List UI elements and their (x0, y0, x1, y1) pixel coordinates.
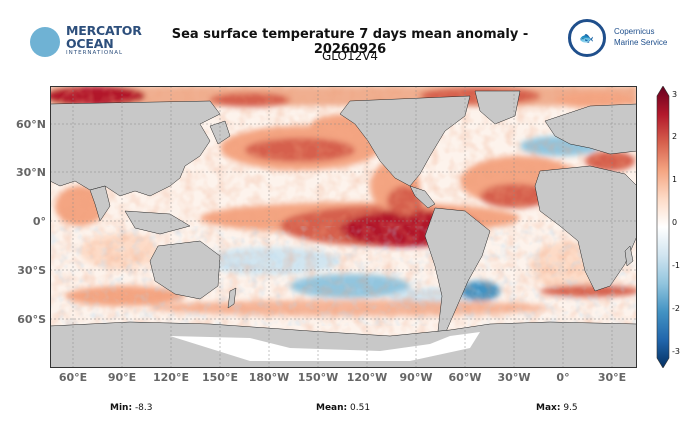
lat-label-30n: 30°N (15, 166, 46, 179)
mercator-ocean-logo: MERCATOR OCEAN INTERNATIONAL (30, 22, 142, 62)
new-zealand-landmass (227, 287, 237, 309)
lon-label-150w: 150°W (297, 371, 339, 384)
madagascar-landmass (624, 245, 634, 267)
lon-label-120w: 120°W (346, 371, 388, 384)
lon-label-120e: 120°E (153, 371, 189, 384)
stat-mean: Mean: 0.51 (316, 403, 370, 413)
lon-label-60e: 60°E (58, 371, 88, 384)
greenland-landmass (474, 90, 521, 125)
stat-max: Max: 9.5 (536, 403, 578, 413)
lat-label-60n: 60°N (15, 118, 46, 131)
map-canvas (50, 86, 637, 368)
lon-label-30w: 30°W (497, 371, 531, 384)
logo-line-2: OCEAN (66, 36, 114, 51)
antarctica-landmass (50, 321, 637, 368)
lat-label-60s: 60°S (17, 313, 46, 326)
copernicus-logo-icon (568, 19, 606, 57)
texture-cool (50, 226, 637, 326)
stat-min-label: Min: (110, 403, 133, 413)
stat-max-value: 9.5 (563, 403, 578, 413)
logo-line-3: INTERNATIONAL (66, 50, 124, 56)
colorbar-tick-m2: -2 (672, 304, 680, 313)
copernicus-line-1: Copernicus (614, 27, 655, 36)
stat-min: Min: -8.3 (110, 403, 153, 413)
indonesia-landmass (124, 210, 191, 235)
lon-label-180w: 180°W (248, 371, 290, 384)
south-america-landmass (424, 207, 491, 335)
europe-landmass (544, 103, 637, 155)
lon-label-30e: 30°E (597, 371, 627, 384)
colorbar-tick-3: 3 (672, 90, 678, 99)
copernicus-logo: 🐟 Copernicus Marine Service (568, 17, 678, 61)
africa-landmass (534, 165, 637, 292)
australia-landmass (149, 240, 221, 300)
lat-label-30s: 30°S (17, 264, 46, 277)
land-masses (50, 90, 637, 368)
fish-icon: 🐟 (579, 31, 594, 45)
stat-mean-label: Mean: (316, 403, 348, 413)
stat-max-label: Max: (536, 403, 561, 413)
sea-ice (170, 332, 480, 361)
lon-label-90e: 90°E (107, 371, 137, 384)
colorbar-tick-0: 0 (672, 218, 678, 227)
lat-label-0: 0° (32, 215, 46, 228)
stat-mean-value: 0.51 (350, 403, 371, 413)
lon-label-150e: 150°E (202, 371, 238, 384)
mercator-logo-icon (30, 27, 60, 57)
colorbar-tick-m1: -1 (672, 261, 680, 270)
colorbar-tick-m3: -3 (672, 347, 680, 356)
logo-line-1: MERCATOR (66, 23, 142, 38)
india-landmass (89, 185, 111, 222)
colorbar-tick-1: 1 (672, 175, 678, 184)
map-title: Sea surface temperature 7 days mean anom… (171, 27, 529, 57)
colorbar (656, 86, 670, 368)
colorbar-body (656, 86, 670, 368)
lon-label-60w: 60°W (448, 371, 482, 384)
map-frame (50, 86, 637, 368)
map-subtitle: GLO12V4 (321, 49, 379, 63)
sst-anomaly-map (50, 86, 637, 368)
copernicus-line-2: Marine Service (614, 38, 668, 47)
graticule (50, 86, 637, 368)
lon-label-90w: 90°W (399, 371, 433, 384)
lon-label-0: 0° (556, 371, 570, 384)
asia-landmass (50, 100, 221, 197)
stat-min-value: -8.3 (134, 403, 153, 413)
colorbar-tick-2: 2 (672, 132, 678, 141)
